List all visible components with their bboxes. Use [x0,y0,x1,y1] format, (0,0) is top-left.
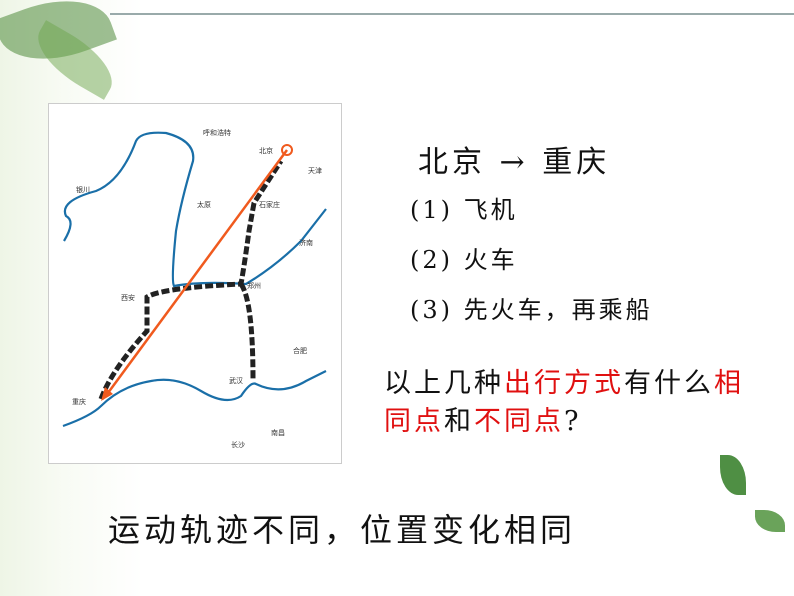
city-label: 重庆 [72,397,86,406]
city-label: 武汉 [229,376,243,385]
city-label: 长沙 [231,440,245,449]
option-train-ship: (3) 先火车，再乘船 [410,296,653,324]
question-part: ? [564,406,582,437]
question-part: 有什么 [624,368,714,399]
city-label: 南昌 [271,428,285,437]
leaf-decoration [755,510,785,532]
route-title: 北京 → 重庆 [418,145,611,180]
question-part: 以上几种 [384,368,504,399]
city-label: 合肥 [293,346,307,355]
city-label: 郑州 [247,282,261,290]
city-label: 西安 [121,293,135,302]
question-part-highlight: 相同点 [384,368,744,437]
city-label: 天津 [308,167,322,175]
option-plane: (1) 飞机 [410,196,518,224]
city-label: 济南 [299,238,313,247]
city-label: 北京 [259,146,273,155]
question-part: 和 [444,406,474,437]
answer: 运动轨迹不同，位置变化相同 [108,511,577,549]
option-train: (2) 火车 [410,246,518,274]
question-part-highlight: 不同点 [474,406,564,437]
route-map: 呼和浩特 北京 天津 银川 太原 石家庄 济南 西安 郑州 合肥 武汉 重庆 南… [48,103,342,464]
header-line [110,13,794,15]
city-label: 太原 [197,200,211,209]
question-part-highlight: 出行方式 [504,368,624,399]
question: 以上几种出行方式有什么相同点和不同点? [384,365,764,441]
city-label: 呼和浩特 [203,128,231,137]
city-label: 银川 [76,185,90,194]
city-label: 石家庄 [259,200,280,209]
